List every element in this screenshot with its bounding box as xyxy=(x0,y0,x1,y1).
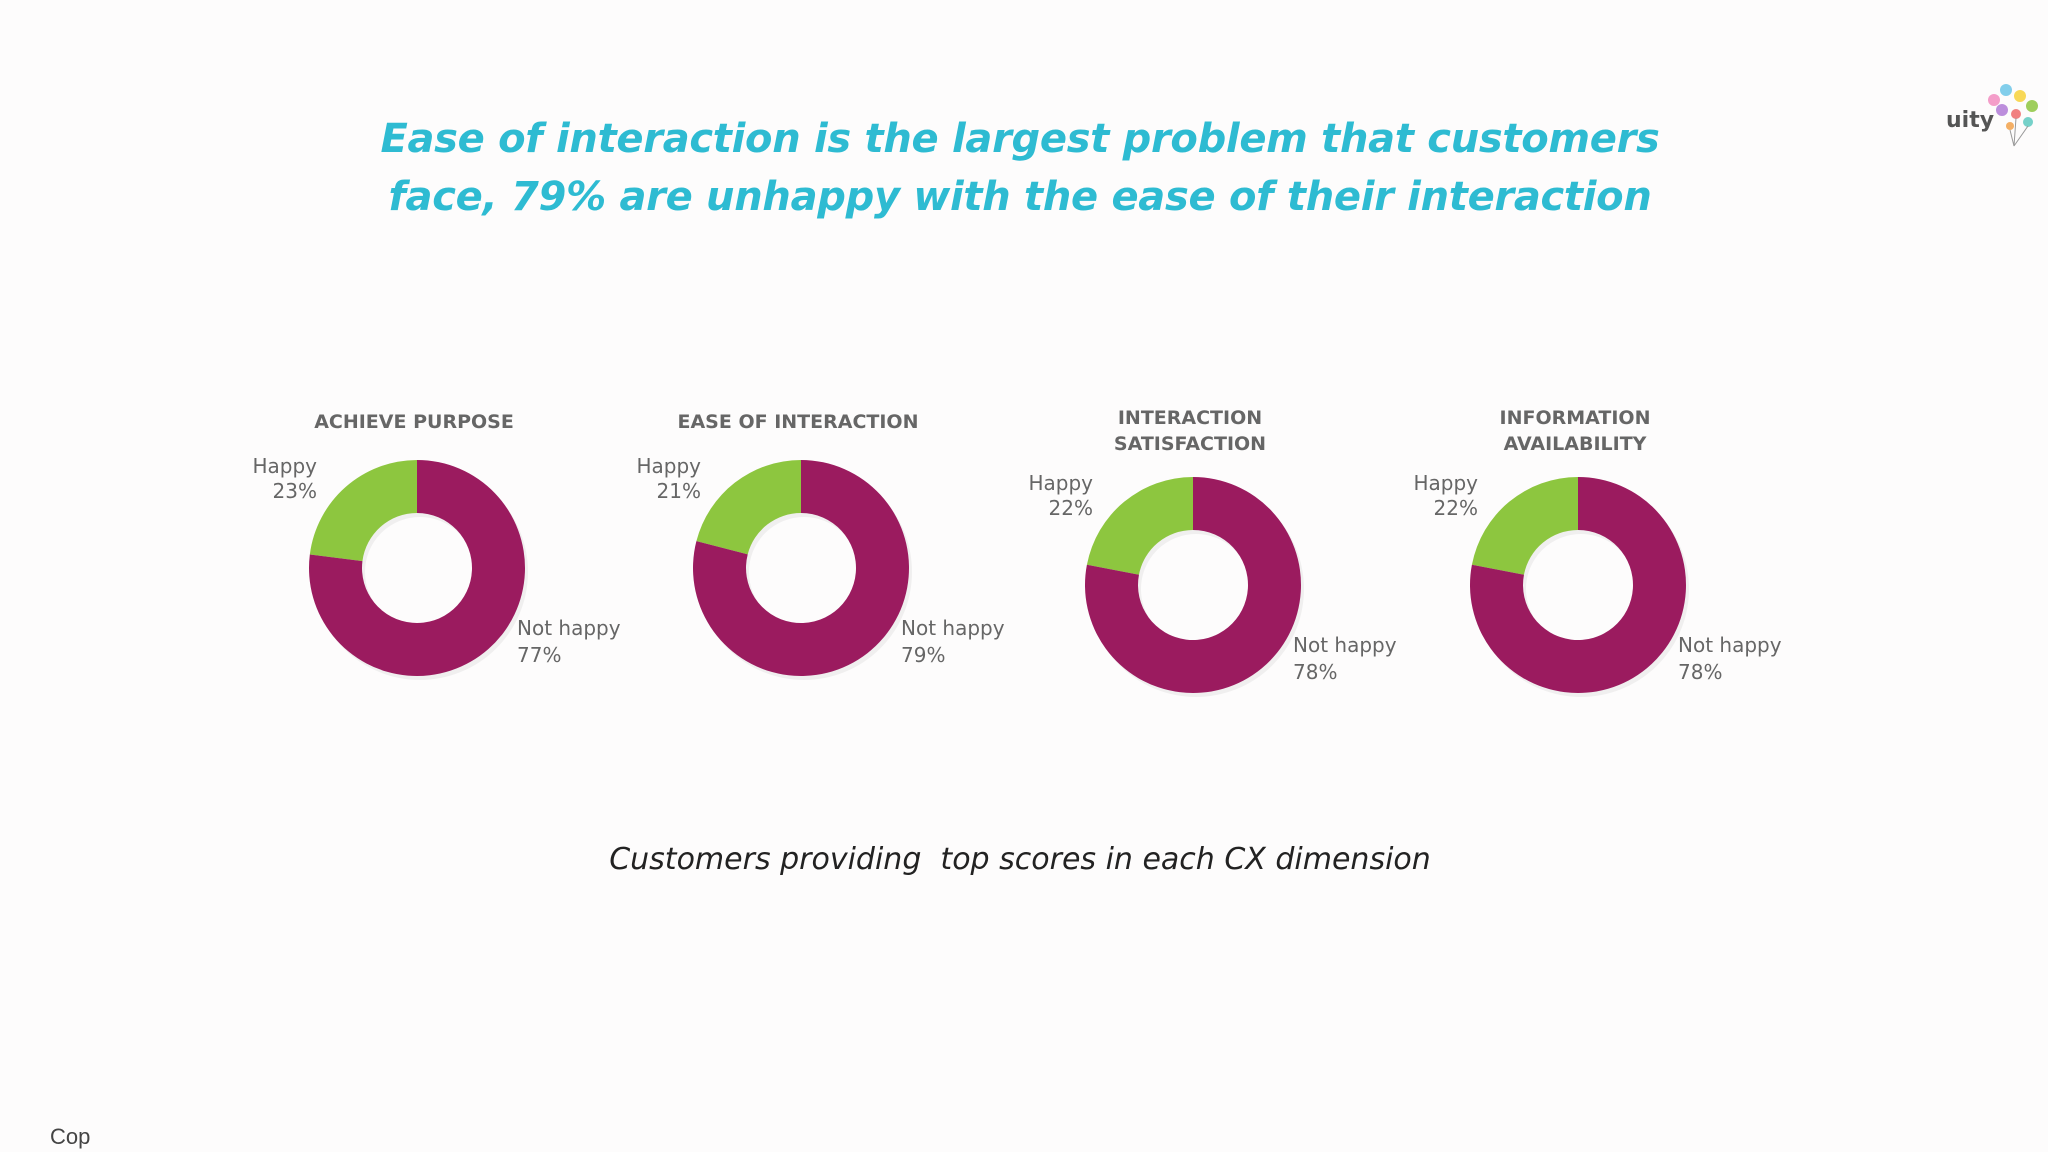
happy-slice xyxy=(1086,477,1193,575)
happy-percent-label: 23% xyxy=(273,479,317,503)
chart-caption: Customers providing top scores in each C… xyxy=(609,842,1431,877)
not-happy-label: Not happy xyxy=(1293,633,1397,657)
not-happy-percent-label: 78% xyxy=(1293,660,1337,684)
not-happy-percent-label: 77% xyxy=(517,643,561,667)
not-happy-slice xyxy=(1470,477,1686,693)
headline: Ease of interaction is the largest probl… xyxy=(340,110,1700,226)
happy-percent-label: 22% xyxy=(1434,496,1478,520)
happy-percent-label: 22% xyxy=(1049,496,1093,520)
happy-slice xyxy=(309,460,417,562)
logo-text: uity xyxy=(1946,108,1995,133)
not-happy-percent-label: 78% xyxy=(1678,660,1722,684)
chart-title: INTERACTION xyxy=(1118,407,1262,429)
chart-title: EASE OF INTERACTION xyxy=(678,411,919,433)
not-happy-label: Not happy xyxy=(1678,633,1782,657)
chart-title: SATISFACTION xyxy=(1114,433,1266,455)
happy-label: Happy xyxy=(1028,471,1093,495)
not-happy-label: Not happy xyxy=(901,616,1005,640)
happy-slice xyxy=(696,460,801,555)
headline-line-1: Ease of interaction is the largest probl… xyxy=(380,116,1660,162)
not-happy-slice xyxy=(693,460,909,676)
not-happy-percent-label: 79% xyxy=(901,643,945,667)
happy-label: Happy xyxy=(252,454,317,478)
copyright-text: Cop xyxy=(50,1124,91,1149)
happy-slice xyxy=(1471,477,1578,575)
chart-title: AVAILABILITY xyxy=(1504,433,1647,455)
headline-line-2: face, 79% are unhappy with the ease of t… xyxy=(388,174,1652,220)
happy-label: Happy xyxy=(1413,471,1478,495)
not-happy-slice xyxy=(1085,477,1301,693)
balloon-cluster-logo-icon xyxy=(1988,84,2038,147)
chart-title: INFORMATION xyxy=(1500,407,1651,429)
not-happy-label: Not happy xyxy=(517,616,621,640)
happy-percent-label: 21% xyxy=(657,479,701,503)
happy-label: Happy xyxy=(636,454,701,478)
chart-title: ACHIEVE PURPOSE xyxy=(314,411,514,433)
not-happy-slice xyxy=(309,460,525,676)
